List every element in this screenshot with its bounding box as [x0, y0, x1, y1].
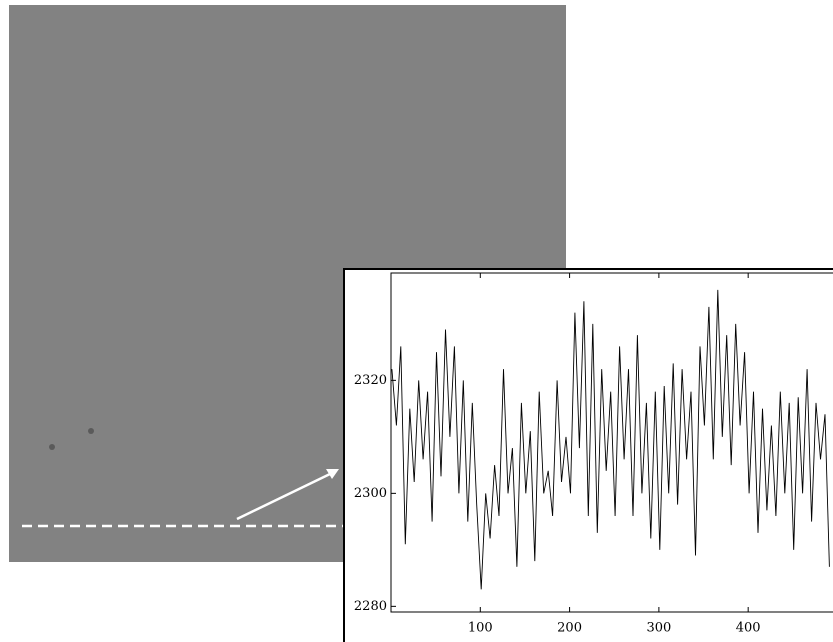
x-tick-label: 300	[646, 621, 671, 636]
inset-panel	[343, 268, 833, 642]
x-tick-label: 100	[468, 621, 493, 636]
plot-frame	[390, 272, 833, 613]
y-tick-label: 2280	[354, 599, 387, 614]
image-spot	[49, 444, 55, 450]
x-tick-label: 400	[736, 621, 761, 636]
y-tick-label: 2320	[354, 373, 387, 388]
arrow	[236, 472, 331, 521]
image-spot	[88, 428, 94, 434]
arrow-head	[326, 469, 339, 479]
y-tick-label: 2300	[354, 486, 387, 501]
x-tick-label: 200	[557, 621, 582, 636]
signal-line	[391, 289, 830, 590]
